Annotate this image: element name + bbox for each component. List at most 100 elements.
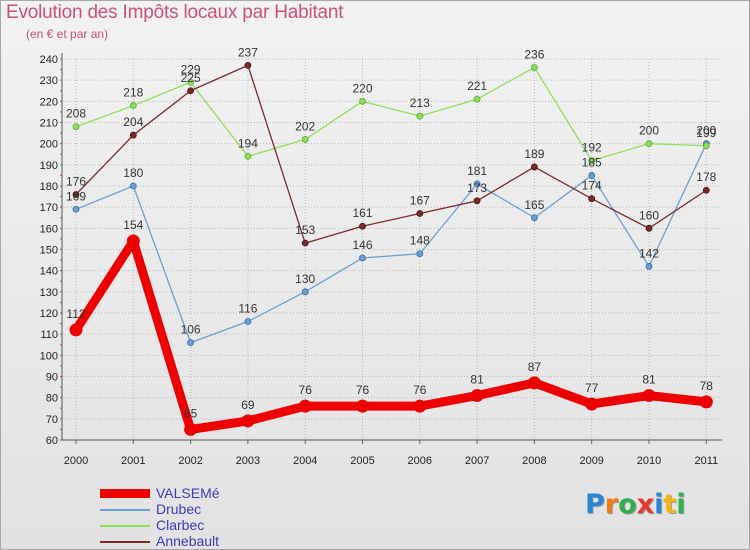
y-tick-label: 200: [40, 139, 58, 151]
data-point: [241, 414, 255, 428]
data-label: 146: [352, 238, 372, 252]
data-point: [645, 140, 653, 148]
x-tick-label: 2010: [637, 455, 661, 467]
y-tick-label: 230: [40, 75, 58, 87]
y-tick-label: 120: [40, 308, 58, 320]
data-label: 81: [470, 373, 484, 387]
data-label: 169: [66, 189, 86, 203]
y-tick-label: 170: [40, 202, 58, 214]
x-tick-label: 2005: [350, 455, 374, 467]
gridlines: [62, 58, 722, 440]
x-tick-label: 2003: [236, 455, 260, 467]
proxiti-logo: Proxiti: [585, 489, 686, 520]
data-label: 220: [352, 81, 372, 95]
series-lines: [69, 61, 713, 436]
data-point: [301, 288, 309, 296]
legend-label: Annebault: [156, 533, 220, 549]
data-point: [413, 399, 427, 413]
data-point: [244, 152, 252, 160]
y-tick-label: 140: [40, 266, 58, 278]
data-point: [187, 339, 195, 347]
legend-swatch: [100, 525, 150, 527]
data-point: [187, 78, 195, 86]
data-point: [129, 182, 137, 190]
data-point: [187, 87, 195, 95]
series-line: [75, 64, 707, 244]
data-point: [298, 399, 312, 413]
data-point: [585, 397, 599, 411]
data-point: [531, 163, 538, 171]
data-label: 165: [524, 198, 544, 212]
axes: 60 70 80 90 100 110 120 130 140 150 160 170 180 190 20…: [40, 53, 722, 467]
data-label: 153: [295, 223, 315, 237]
logo-letter: P: [585, 489, 605, 520]
data-point: [527, 376, 541, 390]
x-tick-label: 2011: [694, 455, 718, 467]
x-tick-label: 2008: [522, 455, 546, 467]
data-point: [588, 172, 596, 179]
data-label: 76: [413, 383, 427, 397]
data-label: 189: [524, 147, 544, 161]
data-label: 200: [639, 124, 659, 138]
data-point: [642, 389, 656, 403]
logo-letter: i: [676, 489, 686, 520]
series-line: [75, 143, 707, 344]
data-point: [359, 254, 366, 262]
chart-subtitle: (en € et par an): [26, 27, 109, 41]
logo-letter: t: [663, 489, 677, 520]
data-label: 200: [696, 124, 716, 138]
y-tick-label: 100: [40, 350, 58, 362]
x-tick-label: 2007: [465, 455, 489, 467]
data-label: 194: [238, 136, 258, 150]
data-point: [184, 422, 198, 436]
data-label: 181: [467, 164, 487, 178]
legend-label: Drubec: [156, 501, 202, 517]
logo-letter: r: [604, 489, 619, 520]
y-tick-label: 110: [40, 329, 58, 341]
data-label: 167: [410, 194, 430, 208]
data-label: 202: [295, 119, 315, 133]
legend-item-annebault: Annebault: [100, 533, 300, 550]
logo-letter: i: [654, 489, 664, 520]
data-point: [72, 205, 80, 213]
data-point: [129, 102, 137, 109]
data-label: 112: [66, 307, 85, 321]
data-label: 221: [467, 79, 487, 93]
series-line: [75, 66, 707, 162]
data-label: 160: [639, 208, 659, 222]
data-label: 76: [356, 383, 370, 397]
x-tick-label: 2002: [178, 455, 202, 467]
x-tick-label: 2001: [121, 455, 145, 467]
data-point: [244, 318, 252, 325]
data-label: 204: [123, 115, 143, 129]
y-tick-label: 210: [40, 118, 58, 130]
y-tick-label: 80: [46, 393, 58, 405]
data-point: [473, 197, 481, 205]
y-tick-label: 70: [46, 414, 58, 426]
legend-item-clarbec: Clarbec: [100, 517, 300, 534]
data-label: 76: [299, 383, 313, 397]
y-tick-label: 220: [40, 96, 58, 108]
x-tick-label: 2004: [293, 455, 317, 467]
legend-item-valseme: VALSEMé: [100, 485, 300, 502]
data-label: 106: [181, 323, 201, 337]
data-point: [531, 64, 538, 71]
data-label: 208: [66, 107, 86, 121]
y-tick-label: 240: [40, 54, 58, 66]
y-tick-label: 190: [40, 160, 58, 172]
data-point: [645, 263, 653, 270]
data-point: [301, 136, 309, 143]
legend-swatch: [100, 541, 150, 543]
data-point: [473, 180, 481, 188]
data-label: 176: [66, 174, 86, 188]
data-point: [470, 389, 484, 403]
data-point: [356, 399, 369, 413]
y-tick-label: 150: [40, 245, 58, 257]
data-label: 173: [467, 181, 487, 195]
data-label: 81: [642, 373, 656, 387]
data-label: 213: [410, 96, 430, 110]
data-label: 225: [181, 71, 201, 85]
legend-label: Clarbec: [156, 517, 205, 533]
data-point: [645, 224, 653, 232]
